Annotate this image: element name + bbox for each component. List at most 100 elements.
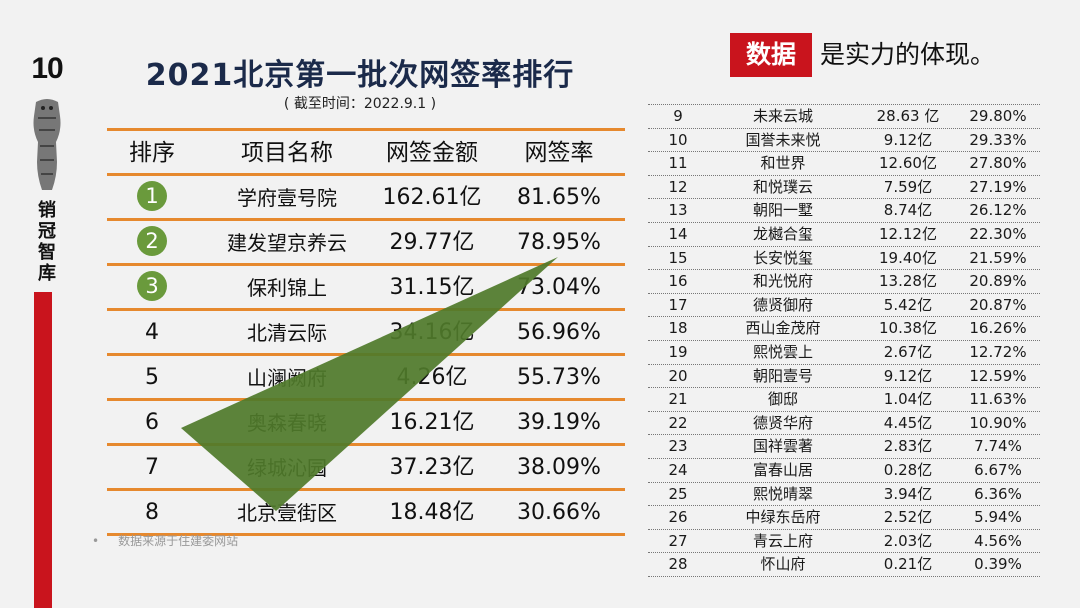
row-amount: 12.12亿 bbox=[879, 224, 937, 243]
row-project-name: 朝阳一墅 bbox=[752, 201, 813, 220]
row-rate: 26.12% bbox=[969, 201, 1027, 220]
row-amount: 34.16亿 bbox=[389, 320, 475, 345]
row-amount: 4.26亿 bbox=[396, 365, 468, 390]
row-amount: 0.28亿 bbox=[883, 460, 933, 479]
rank-number: 6 bbox=[145, 410, 159, 435]
rank-number: 4 bbox=[145, 320, 159, 345]
row-project-name: 熙悦雲上 bbox=[752, 342, 813, 361]
tagline-text: 是实力的体现。 bbox=[820, 40, 996, 69]
row-rank: 8 bbox=[107, 491, 197, 533]
row-project-name: 长安悦玺 bbox=[752, 248, 813, 267]
row-rate: 29.33% bbox=[969, 130, 1027, 149]
header-amount: 网签金额 bbox=[386, 140, 478, 166]
rank-number: 8 bbox=[145, 500, 159, 525]
row-project-name: 建发望京养云 bbox=[227, 231, 347, 255]
row-rate: 6.67% bbox=[974, 460, 1022, 479]
table-row: 3 保利锦上 31.15亿 73.04% bbox=[107, 266, 625, 311]
row-rank: 6 bbox=[107, 401, 197, 443]
source-bullet: • bbox=[92, 534, 119, 548]
rank-badge: 2 bbox=[137, 226, 167, 256]
row-amount: 37.23亿 bbox=[389, 455, 475, 480]
row-project-name: 中绿东岳府 bbox=[745, 508, 821, 527]
row-rate: 12.72% bbox=[969, 342, 1027, 361]
row-rank: 5 bbox=[107, 356, 197, 398]
row-project-name: 学府壹号院 bbox=[237, 186, 337, 210]
table-row: 5 山澜阙府 4.26亿 55.73% bbox=[107, 356, 625, 401]
table-row: 13 朝阳一墅 8.74亿 26.12% bbox=[648, 199, 1040, 223]
row-amount: 8.74亿 bbox=[883, 201, 933, 220]
table-row: 28 怀山府 0.21亿 0.39% bbox=[648, 553, 1040, 577]
row-rate: 78.95% bbox=[517, 230, 601, 255]
row-project-name: 奥森春晓 bbox=[247, 411, 327, 435]
row-rate: 55.73% bbox=[517, 365, 601, 390]
table-row: 19 熙悦雲上 2.67亿 12.72% bbox=[648, 341, 1040, 365]
header-rate: 网签率 bbox=[524, 140, 594, 166]
row-project-name: 山澜阙府 bbox=[247, 366, 327, 390]
table-row: 12 和悦璞云 7.59亿 27.19% bbox=[648, 176, 1040, 200]
row-project-name: 御邸 bbox=[767, 390, 798, 409]
table-row: 26 中绿东岳府 2.52亿 5.94% bbox=[648, 506, 1040, 530]
row-amount: 0.21亿 bbox=[883, 555, 933, 574]
row-rank: 1 bbox=[107, 176, 197, 218]
table-row: 14 龙樾合玺 12.12亿 22.30% bbox=[648, 223, 1040, 247]
row-rank: 11 bbox=[668, 154, 688, 173]
table-row: 18 西山金茂府 10.38亿 16.26% bbox=[648, 317, 1040, 341]
row-project-name: 绿城沁园 bbox=[247, 456, 327, 480]
row-project-name: 北京壹街区 bbox=[237, 501, 337, 525]
table-row: 25 熙悦晴翠 3.94亿 6.36% bbox=[648, 483, 1040, 507]
row-amount: 2.83亿 bbox=[883, 437, 933, 456]
row-amount: 1.04亿 bbox=[883, 390, 933, 409]
table-row: 15 长安悦玺 19.40亿 21.59% bbox=[648, 247, 1040, 271]
table-row: 1 学府壹号院 162.61亿 81.65% bbox=[107, 176, 625, 221]
row-project-name: 怀山府 bbox=[760, 555, 806, 574]
row-rank: 17 bbox=[668, 295, 688, 314]
row-rank: 9 bbox=[673, 107, 683, 125]
row-amount: 13.28亿 bbox=[879, 272, 937, 291]
row-amount: 9.12亿 bbox=[883, 130, 933, 149]
row-project-name: 龙樾合玺 bbox=[752, 224, 813, 243]
page-subtitle: ( 截至时间：2022.9.1 ) bbox=[283, 96, 437, 112]
table-row: 8 北京壹街区 18.48亿 30.66% bbox=[107, 491, 625, 536]
row-amount: 2.52亿 bbox=[883, 508, 933, 527]
continued-ranking-table: 9 未来云城 28.63 亿 29.80% 10 国誉未来悦 9.12亿 29.33% 11 和世… bbox=[648, 104, 1040, 577]
table-row: 21 御邸 1.04亿 11.63% bbox=[648, 388, 1040, 412]
row-project-name: 国誉未来悦 bbox=[745, 130, 821, 149]
top-ranking-table: 排序 项目名称 网签金额 网签率 1 学府壹号院 162.61亿 81.65% 2 建发望… bbox=[107, 128, 625, 536]
brand-text: 销冠智库 bbox=[38, 200, 56, 284]
row-rank: 27 bbox=[668, 531, 688, 550]
row-rank: 2 bbox=[107, 221, 197, 263]
row-rank: 24 bbox=[668, 460, 688, 479]
row-rank: 22 bbox=[668, 413, 688, 432]
row-project-name: 未来云城 bbox=[752, 107, 813, 125]
table-header-row: 排序 项目名称 网签金额 网签率 bbox=[107, 128, 625, 176]
row-rank: 19 bbox=[668, 342, 688, 361]
row-project-name: 北清云际 bbox=[247, 321, 327, 345]
row-rank: 10 bbox=[668, 130, 688, 149]
table-row: 4 北清云际 34.16亿 56.96% bbox=[107, 311, 625, 356]
row-rate: 0.39% bbox=[974, 555, 1022, 574]
row-rate: 16.26% bbox=[969, 319, 1027, 338]
row-amount: 19.40亿 bbox=[879, 248, 937, 267]
sidebar-red-bar bbox=[34, 292, 52, 608]
header-name: 项目名称 bbox=[241, 140, 333, 166]
row-rate: 27.80% bbox=[969, 154, 1027, 173]
row-rank: 18 bbox=[668, 319, 688, 338]
table-row: 10 国誉未来悦 9.12亿 29.33% bbox=[648, 129, 1040, 153]
rank-number: 7 bbox=[145, 455, 159, 480]
row-amount: 2.67亿 bbox=[883, 342, 933, 361]
rank-badge: 1 bbox=[137, 181, 167, 211]
row-rate: 30.66% bbox=[517, 500, 601, 525]
row-rate: 7.74% bbox=[974, 437, 1022, 456]
row-project-name: 和光悦府 bbox=[752, 272, 813, 291]
row-amount: 3.94亿 bbox=[883, 484, 933, 503]
row-amount: 10.38亿 bbox=[879, 319, 937, 338]
row-rate: 56.96% bbox=[517, 320, 601, 345]
row-rank: 14 bbox=[668, 224, 688, 243]
row-rank: 26 bbox=[668, 508, 688, 527]
row-rank: 28 bbox=[668, 555, 688, 574]
row-rank: 7 bbox=[107, 446, 197, 488]
row-rate: 4.56% bbox=[974, 531, 1022, 550]
header-rank: 排序 bbox=[129, 140, 175, 166]
row-amount: 16.21亿 bbox=[389, 410, 475, 435]
row-project-name: 德贤华府 bbox=[752, 413, 813, 432]
